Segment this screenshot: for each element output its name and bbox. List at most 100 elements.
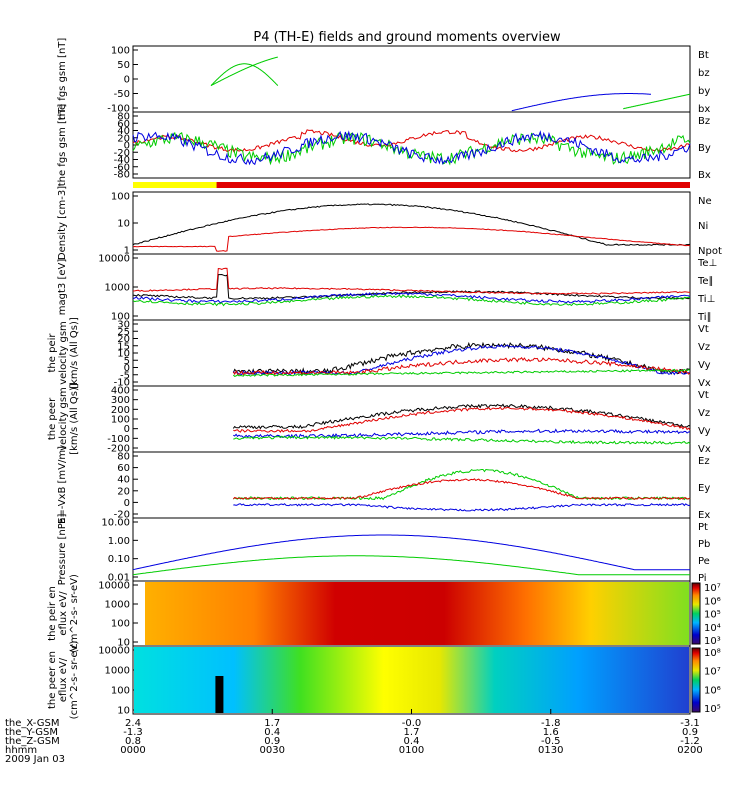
ytick-label: 10000 xyxy=(98,581,130,592)
ylabel: magt3 [eV] xyxy=(57,259,68,316)
legend-entry: Npot xyxy=(698,246,722,257)
legend-entry: Vt xyxy=(698,324,709,335)
series-Tipar xyxy=(132,294,691,307)
xaxis-value: 0.9 xyxy=(264,736,280,747)
ylabel-line: eflux eV/ xyxy=(58,591,69,636)
xaxis-value: 0000 xyxy=(120,745,145,756)
ytick-label: 200 xyxy=(111,405,130,416)
colorbar-label: 10⁴ xyxy=(704,623,721,634)
ylabel-line: eflux eV/ xyxy=(58,657,69,702)
series-By xyxy=(132,131,691,166)
colorbar xyxy=(691,647,701,713)
ytick-label: -200 xyxy=(107,444,130,455)
ytick-label: 1.00 xyxy=(108,536,130,547)
chart-title: P4 (TH-E) fields and ground moments over… xyxy=(253,30,561,45)
ylabel-line: [km/s (All Qs)] xyxy=(69,317,80,389)
ytick-label: 1000 xyxy=(105,666,130,677)
series-Bx xyxy=(132,130,691,166)
ylabel-line: the fgs gsm [nT] xyxy=(57,38,68,121)
ylabel: the peer eneflux eV/(cm^2-s- sr-eV) xyxy=(47,641,80,720)
ytick-label: 0 xyxy=(124,363,130,374)
series-Vz xyxy=(232,357,691,376)
ytick-label: 20 xyxy=(117,334,130,345)
ylabel-line: the peir en xyxy=(47,586,58,641)
series-Vy xyxy=(232,368,691,377)
legend-entry: Vx xyxy=(698,444,711,455)
legend-entry: Vy xyxy=(698,426,711,437)
ylabel: the peir eneflux eV/(cm^2-s- sr-eV) xyxy=(47,574,80,653)
ytick-label: -20 xyxy=(114,148,130,159)
colorbar-label: 10⁷ xyxy=(704,667,721,678)
ytick-label: 5 xyxy=(124,356,130,367)
ytick-label: 400 xyxy=(111,386,130,397)
ytick-label: -60 xyxy=(114,162,130,173)
legend-entry: Te∥ xyxy=(697,276,714,287)
ytick-label: 0 xyxy=(124,498,130,509)
colorbar-label: 10⁵ xyxy=(704,610,721,621)
legend-entry: Bz xyxy=(698,116,710,127)
ylabel-line: velocity gsm xyxy=(58,321,69,385)
ylabel: the peervelocity gsm[km/s (All Qs)] xyxy=(47,383,80,455)
ytick-label: 0 xyxy=(124,424,130,435)
xaxis-value: 0.9 xyxy=(682,727,698,738)
ytick-label: -40 xyxy=(114,155,130,166)
legend-entry: Vz xyxy=(698,342,710,353)
ylabel: Density [cm-3] xyxy=(57,186,68,260)
ylabel-line: the peer en xyxy=(47,651,58,709)
xaxis-date: 2009 Jan 03 xyxy=(5,754,65,765)
xaxis-value: -0.5 xyxy=(541,736,561,747)
ytick-label: 100 xyxy=(111,312,130,323)
ylabel-line: the fgs gsm [nT] xyxy=(57,104,68,187)
panel-1: 100 50 0 -50 -100 the fgs gsm [nT] Bt bz by bx xyxy=(57,38,710,121)
ytick-label: -100 xyxy=(107,104,130,115)
legend-entry: Bx xyxy=(698,170,711,181)
ylabel: the peirvelocity gsm[km/s (All Qs)] xyxy=(47,317,80,389)
xaxis-value: -1.3 xyxy=(123,727,143,738)
series-bx xyxy=(511,93,651,112)
colorbar-label: 10⁶ xyxy=(704,596,721,607)
colorbar-label: 10⁷ xyxy=(704,583,721,594)
ylabel-line: Pressure [nPa] xyxy=(57,514,68,586)
series-Vx xyxy=(233,428,691,439)
ytick-label: 10000 xyxy=(98,254,130,265)
ylabel-line: the peir xyxy=(47,333,58,373)
ytick-label: 60 xyxy=(117,119,130,130)
ytick-label: 100 xyxy=(111,192,130,203)
ytick-label: 300 xyxy=(111,395,130,406)
xaxis-value: 1.7 xyxy=(264,718,280,729)
legend-entry: Vz xyxy=(698,408,710,419)
series-Ne xyxy=(132,226,691,252)
ytick-label: 30 xyxy=(117,320,130,331)
xaxis-row-label: hhmm xyxy=(5,745,37,756)
legend-entry: Pe xyxy=(698,556,710,567)
colorbar xyxy=(691,582,701,645)
ytick-label: 40 xyxy=(117,126,130,137)
legend-entry: by xyxy=(698,86,710,97)
legend-entry: Ni xyxy=(698,221,708,232)
ytick-label: 25 xyxy=(117,327,130,338)
ylabel: the fgs gsm [nT] xyxy=(57,38,68,121)
series-Vx xyxy=(232,344,691,376)
panel-4: 100 10 1 Density [cm-3] Ne Ni Npot xyxy=(57,186,722,260)
ytick-label: 20 xyxy=(117,133,130,144)
ytick-label: 10 xyxy=(117,638,130,649)
ytick-label: 0 xyxy=(124,141,130,152)
ytick-label: 10 xyxy=(117,349,130,360)
ytick-label: 100 xyxy=(111,46,130,57)
xaxis-value: 0.8 xyxy=(125,736,141,747)
legend-entry: Ti∥ xyxy=(697,312,712,323)
ylabel-line: the peer xyxy=(47,397,58,440)
panel-frame xyxy=(132,385,691,453)
legend-entry: bz xyxy=(698,68,710,79)
ytick-label: 100 xyxy=(111,619,130,630)
xaxis-value: 0130 xyxy=(538,745,563,756)
ylabel: Pressure [nPa] xyxy=(57,514,68,586)
data-gap xyxy=(215,676,224,713)
xaxis-value: -1.8 xyxy=(541,718,561,729)
ytick-label: 60 xyxy=(117,463,130,474)
ytick-label: -80 xyxy=(114,170,130,181)
